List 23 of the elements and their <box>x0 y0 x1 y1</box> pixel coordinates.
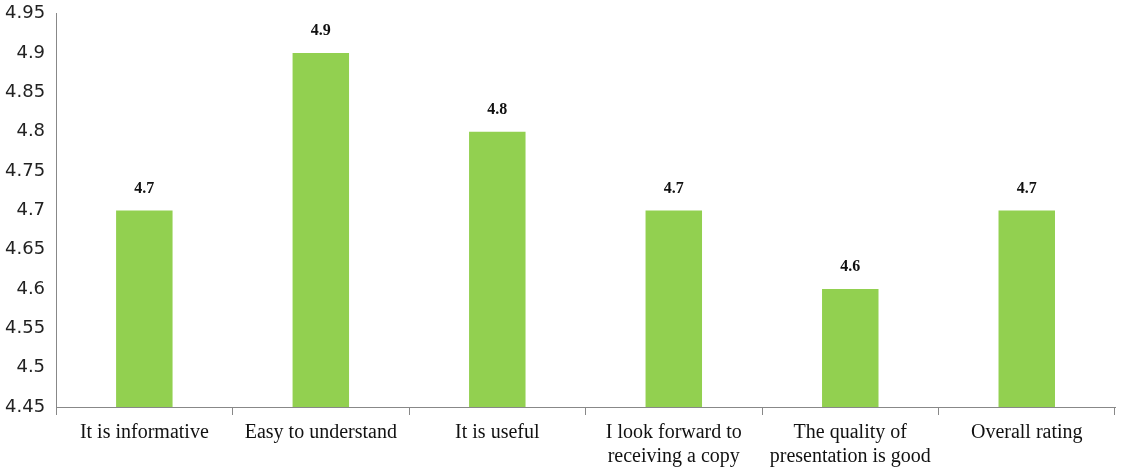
y-tick-label: 4.8 <box>16 119 46 141</box>
data-label: 4.7 <box>1016 178 1037 196</box>
x-tick-label: It is informative <box>79 420 209 443</box>
y-tick-label: 4.75 <box>5 158 46 180</box>
x-tick-label: The quality of presentation is good <box>769 420 931 468</box>
y-tick-label: 4.85 <box>5 80 46 102</box>
data-label: 4.6 <box>840 257 861 275</box>
y-tick-label: 4.95 <box>5 1 46 23</box>
y-tick-label: 4.5 <box>16 355 46 377</box>
data-label: 4.8 <box>487 99 508 117</box>
y-tick-label: 4.7 <box>16 198 46 220</box>
y-tick-label: 4.9 <box>16 40 46 62</box>
y-tick-label: 4.65 <box>5 237 46 259</box>
x-tick-label: Overall rating <box>970 420 1083 444</box>
x-tick-label: Easy to understand <box>244 420 397 444</box>
y-tick-label: 4.45 <box>5 394 46 416</box>
y-tick-label: 4.55 <box>5 316 46 338</box>
x-tick-label: It is useful <box>455 420 540 443</box>
data-label: 4.9 <box>310 21 331 39</box>
x-tick-label: I look forward to receiving a copy <box>605 420 742 468</box>
data-label: 4.7 <box>663 178 684 196</box>
data-label: 4.7 <box>134 178 155 196</box>
y-tick-label: 4.6 <box>16 276 46 298</box>
